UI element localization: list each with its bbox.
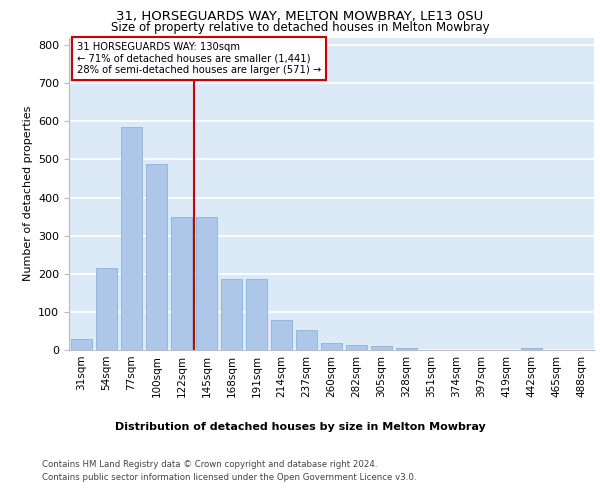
Bar	[246, 280, 267, 350]
Bar	[146, 164, 167, 350]
Text: 31 HORSEGUARDS WAY: 130sqm
← 71% of detached houses are smaller (1,441)
28% of s: 31 HORSEGUARDS WAY: 130sqm ← 71% of deta…	[77, 42, 321, 76]
Bar	[371, 346, 392, 350]
Bar	[121, 127, 142, 350]
Bar	[71, 338, 92, 350]
Bar	[346, 345, 367, 350]
Bar	[296, 330, 317, 350]
Bar	[171, 216, 192, 350]
Bar	[271, 320, 292, 350]
Text: 31, HORSEGUARDS WAY, MELTON MOWBRAY, LE13 0SU: 31, HORSEGUARDS WAY, MELTON MOWBRAY, LE1…	[116, 10, 484, 23]
Bar	[196, 218, 217, 350]
Text: Size of property relative to detached houses in Melton Mowbray: Size of property relative to detached ho…	[110, 21, 490, 34]
Bar	[96, 268, 117, 350]
Bar	[221, 280, 242, 350]
Text: Contains HM Land Registry data © Crown copyright and database right 2024.: Contains HM Land Registry data © Crown c…	[42, 460, 377, 469]
Text: Contains public sector information licensed under the Open Government Licence v3: Contains public sector information licen…	[42, 472, 416, 482]
Bar	[321, 343, 342, 350]
Bar	[521, 348, 542, 350]
Y-axis label: Number of detached properties: Number of detached properties	[23, 106, 32, 282]
Text: Distribution of detached houses by size in Melton Mowbray: Distribution of detached houses by size …	[115, 422, 485, 432]
Bar	[396, 348, 417, 350]
